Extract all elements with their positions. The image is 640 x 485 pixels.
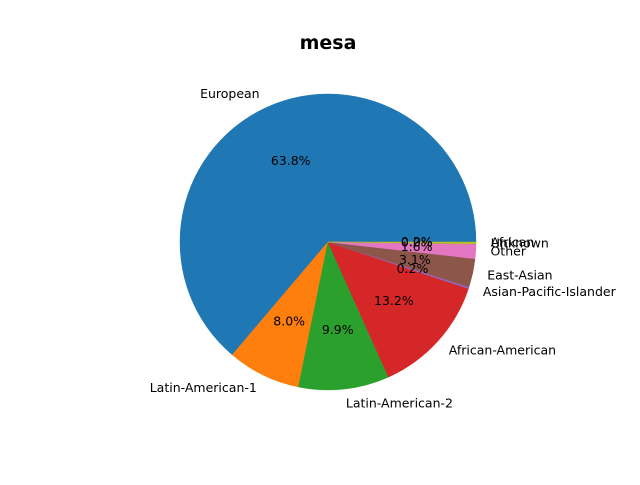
pct-label-latin-american-2: 9.9% [322,322,354,337]
slice-label-east-asian: East-Asian [487,268,552,283]
pie-slice-african [327,241,477,245]
slice-label-unknown: Unknown [491,236,549,251]
chart-title: mesa [300,32,357,54]
slice-label-african: African [491,235,535,250]
pie-slice-european [179,93,477,356]
slice-label-african-american: African-American [449,343,556,358]
slice-label-european: European [200,86,260,101]
pct-label-asian-pacific-islander: 0.2% [397,261,429,276]
pct-label-african: 0.2% [401,234,433,249]
pie-slice-latin-american-2 [298,241,389,391]
pct-label-east-asian: 3.1% [399,252,431,267]
slice-label-asian-pacific-islander: Asian-Pacific-Islander [483,284,617,299]
slice-label-other: Other [490,244,526,259]
slice-label-latin-american-2: Latin-American-2 [346,395,453,410]
pct-label-latin-american-1: 8.0% [273,313,305,328]
slice-label-latin-american-1: Latin-American-1 [150,380,257,395]
pie-slice-african-american [327,241,469,378]
pct-label-other: 1.6% [401,239,433,254]
pie-labels: European 63.8% Latin-American-1 8.0% Latin-A… [150,86,617,411]
pct-label-unknown: 0.0% [401,235,433,250]
pct-label-african-american: 13.2% [374,293,414,308]
pie-slices [179,93,477,391]
pct-label-european: 63.8% [271,153,311,168]
